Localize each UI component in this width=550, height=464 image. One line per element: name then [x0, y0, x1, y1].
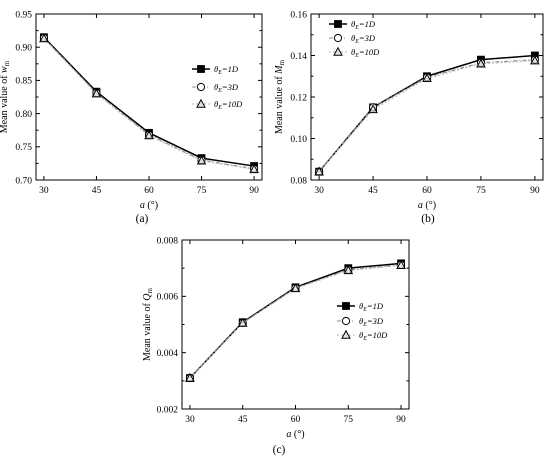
y-axis-label: Mean value of wm	[0, 60, 11, 133]
x-tick-label: 30	[185, 415, 195, 425]
series-3-point	[249, 164, 259, 174]
legend: θE=1D θE=3D θE=10D	[337, 301, 388, 342]
legend: θE=1D θE=3D θE=10D	[329, 19, 380, 59]
x-tick-label: 60	[144, 186, 154, 196]
panel-label: (b)	[421, 213, 435, 225]
y-tick-label: 0.16	[290, 10, 307, 20]
legend-entry-3: θE=10D	[351, 47, 380, 59]
series-3-point	[237, 317, 248, 327]
x-tick-label: 60	[422, 186, 432, 196]
legend-entry-1: θE=1D	[214, 64, 239, 76]
legend-marker-2	[341, 316, 351, 326]
series-3-point	[476, 58, 486, 68]
legend-marker-3	[333, 46, 343, 56]
y-tick-label: 0.14	[290, 52, 307, 62]
x-axis-label: a (°)	[140, 200, 158, 211]
x-tick-label: 90	[530, 186, 540, 196]
chart-panel-2: 30 45 60 75 90 0.08 0.10 0.12 0.14 0.16 a (°) Mean …	[274, 10, 544, 225]
y-tick-label: 0.002	[157, 405, 179, 415]
legend-marker-1	[197, 65, 205, 73]
y-tick-label: 0.08	[290, 176, 307, 186]
legend: θE=1D θE=3D θE=10D	[192, 64, 243, 111]
legend-marker-3	[196, 98, 206, 108]
plot-frame	[310, 13, 544, 181]
x-tick-label: 45	[368, 186, 378, 196]
y-axis-label: Mean value of Mm	[274, 59, 286, 134]
y-tick-label: 0.75	[15, 143, 32, 153]
y-tick-label: 0.004	[157, 349, 179, 359]
y-axis-label: Mean value of Qm	[142, 287, 154, 361]
y-tick-label: 0.80	[15, 110, 32, 120]
series-line-2	[43, 37, 255, 170]
series-3-point	[422, 73, 432, 83]
legend-entry-3: θE=10D	[214, 99, 243, 111]
x-tick-label: 45	[238, 415, 248, 425]
y-tick-label: 0.006	[157, 293, 179, 303]
x-tick-label: 90	[396, 415, 406, 425]
x-tick-label: 30	[39, 186, 49, 196]
series-line-3	[189, 264, 402, 379]
series-3-point	[91, 88, 102, 98]
legend-entry-2: θE=3D	[214, 82, 239, 94]
legend-entry-1: θE=1D	[351, 19, 376, 31]
x-tick-label: 90	[249, 186, 259, 196]
x-tick-label: 60	[291, 415, 301, 425]
legend-marker-1	[342, 302, 350, 310]
series-3-point	[290, 283, 301, 293]
x-tick-label: 45	[92, 186, 102, 196]
x-tick-label: 75	[344, 415, 354, 425]
series-3-point	[396, 260, 406, 270]
series-line-2	[189, 264, 402, 379]
x-tick-label: 30	[314, 186, 324, 196]
series-3-point	[185, 372, 195, 382]
legend-entry-2: θE=3D	[359, 316, 384, 328]
series-3-point	[343, 265, 354, 275]
y-tick-label: 0.10	[290, 135, 307, 145]
legend-marker-2	[196, 82, 206, 92]
y-tick-label: 0.90	[15, 44, 32, 54]
x-tick-label: 75	[476, 186, 486, 196]
legend-entry-2: θE=3D	[351, 33, 376, 45]
legend-entry-3: θE=10D	[359, 330, 388, 342]
legend-marker-1	[334, 20, 342, 28]
panel-label: (a)	[136, 213, 149, 225]
series-3-point	[196, 155, 207, 165]
chart-panel-1: 30 45 60 75 90 0.70 0.75 0.80 0.85 0.90 0.95 a (°) M…	[0, 10, 263, 225]
series-3-point	[314, 166, 324, 176]
x-axis-label: a (°)	[286, 429, 304, 440]
series-3-point	[530, 55, 540, 65]
y-tick-label: 0.70	[15, 176, 32, 186]
y-tick-label: 0.85	[15, 77, 32, 87]
y-tick-label: 0.12	[290, 93, 307, 103]
series-3-point	[368, 104, 378, 114]
y-tick-label: 0.95	[15, 10, 32, 20]
plot-frame	[35, 13, 263, 181]
legend-marker-3	[341, 329, 351, 339]
x-axis-label: a (°)	[418, 200, 436, 211]
x-tick-label: 75	[197, 186, 207, 196]
legend-marker-2	[333, 33, 343, 43]
series-3-point	[144, 130, 154, 140]
y-tick-label: 0.008	[157, 236, 179, 246]
chart-panel-3: 30 45 60 75 90 0.002 0.004 0.006 0.008 a (°) Mean …	[142, 236, 410, 456]
panel-label: (c)	[273, 444, 286, 456]
legend-entry-1: θE=1D	[359, 301, 384, 313]
series-3-point	[39, 33, 49, 43]
